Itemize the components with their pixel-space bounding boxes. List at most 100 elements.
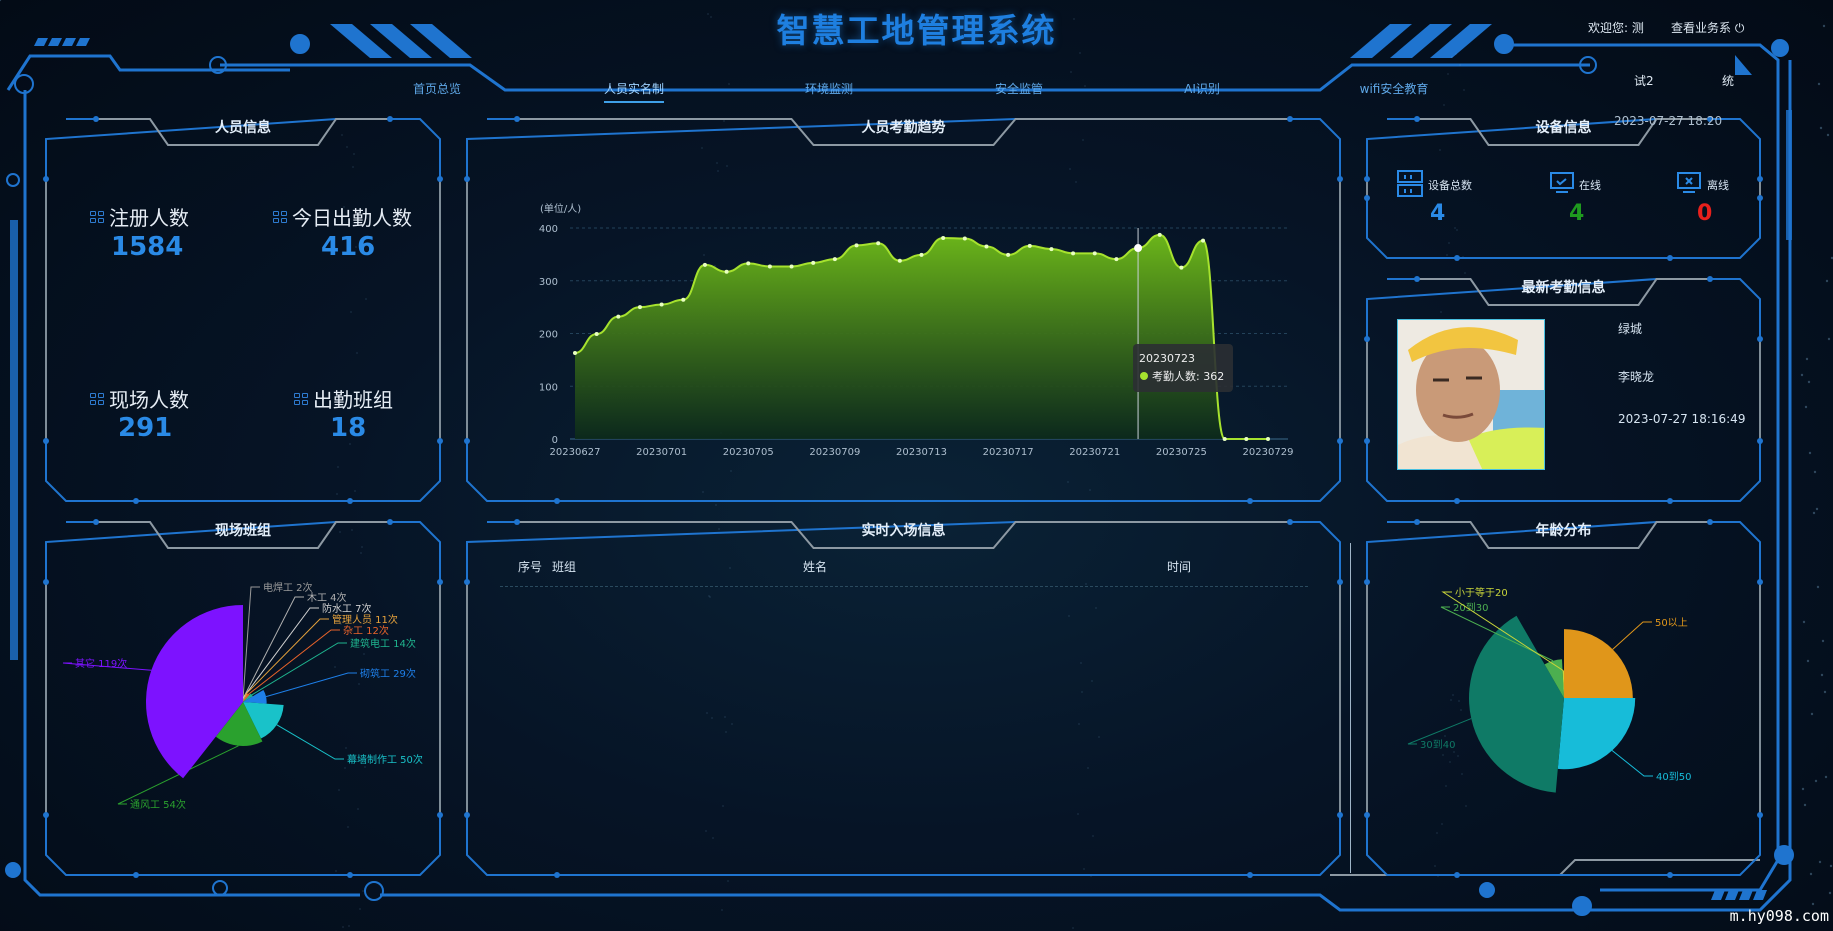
y-tick-label: 100 bbox=[539, 382, 558, 393]
pie-slice[interactable] bbox=[243, 690, 267, 704]
slice-label: 30到40 bbox=[1420, 739, 1455, 751]
data-point[interactable] bbox=[573, 351, 577, 356]
welcome-text: 欢迎您: 测 bbox=[1588, 21, 1644, 35]
label-leader-line bbox=[1440, 606, 1554, 662]
pie-slice[interactable] bbox=[1564, 629, 1633, 698]
data-point[interactable] bbox=[659, 302, 664, 307]
x-tick-label: 20230701 bbox=[636, 447, 687, 458]
extra-label-left: 试2 bbox=[1634, 74, 1654, 88]
stat-registered-value: 1584 bbox=[111, 232, 184, 262]
business-system-link[interactable]: 查看业务系 ⏻ bbox=[1671, 19, 1744, 36]
data-point[interactable] bbox=[984, 244, 989, 249]
data-point[interactable] bbox=[897, 258, 902, 263]
highlight-point bbox=[1134, 244, 1143, 253]
panel-title: 人员信息 bbox=[215, 120, 271, 136]
pie-slice[interactable] bbox=[243, 702, 284, 739]
data-point[interactable] bbox=[1157, 232, 1162, 237]
label-leader-line bbox=[246, 618, 329, 695]
data-point[interactable] bbox=[1244, 437, 1249, 441]
age-distribution-panel: 年龄分布 bbox=[1364, 519, 1763, 878]
data-point[interactable] bbox=[724, 269, 729, 274]
data-point[interactable] bbox=[767, 264, 772, 269]
data-point[interactable] bbox=[811, 260, 816, 265]
data-point[interactable] bbox=[1222, 437, 1227, 441]
pie-slice[interactable] bbox=[1557, 698, 1636, 770]
pie-slice[interactable] bbox=[215, 702, 263, 747]
x-tick-label: 20230705 bbox=[723, 447, 774, 458]
label-leader-line bbox=[1441, 591, 1564, 672]
nav-tab-2[interactable]: 环境监测 bbox=[804, 82, 854, 96]
device-offline-value: 0 bbox=[1697, 201, 1713, 226]
stat-teams-value: 18 bbox=[330, 413, 367, 443]
data-point[interactable] bbox=[854, 243, 859, 248]
data-point[interactable] bbox=[1071, 251, 1076, 256]
data-point[interactable] bbox=[962, 236, 967, 241]
data-point[interactable] bbox=[941, 236, 946, 241]
data-point[interactable] bbox=[637, 305, 642, 310]
data-point[interactable] bbox=[919, 252, 924, 257]
data-point[interactable] bbox=[1049, 247, 1054, 252]
x-tick-label: 20230721 bbox=[1069, 447, 1120, 458]
label-leader-line bbox=[265, 672, 357, 698]
panel-frame bbox=[464, 116, 1343, 504]
data-point[interactable] bbox=[702, 262, 707, 267]
pie-slice[interactable] bbox=[1544, 659, 1564, 698]
y-axis-unit-label: (单位/人) bbox=[540, 202, 581, 215]
monitor-x-icon bbox=[1677, 172, 1701, 193]
device-total-label: 设备总数 bbox=[1428, 179, 1472, 192]
slice-label: 木工 4次 bbox=[307, 591, 347, 604]
data-point[interactable] bbox=[681, 297, 686, 302]
nav-tab-3[interactable]: 安全监管 bbox=[994, 82, 1044, 96]
business-system-label: 查看业务系 bbox=[1671, 21, 1732, 35]
pie-slice[interactable] bbox=[243, 693, 248, 702]
data-point[interactable] bbox=[1006, 252, 1011, 257]
area-fill bbox=[575, 234, 1268, 439]
latest-name: 李晓龙 bbox=[1618, 370, 1655, 384]
data-point[interactable] bbox=[789, 264, 794, 269]
x-tick-label: 20230717 bbox=[983, 447, 1034, 458]
site-team-panel: 现场班组 bbox=[43, 519, 443, 878]
data-point[interactable] bbox=[594, 332, 599, 337]
page-title: 智慧工地管理系统 bbox=[776, 11, 1057, 50]
pie-slice[interactable] bbox=[1469, 615, 1564, 793]
nav-tab-1[interactable]: 人员实名制 bbox=[603, 80, 665, 103]
slice-label: 管理人员 11次 bbox=[332, 613, 398, 626]
y-tick-label: 300 bbox=[539, 277, 558, 288]
pie-slice[interactable] bbox=[1562, 670, 1564, 698]
label-leader-line bbox=[62, 662, 152, 671]
slice-label: 其它 119次 bbox=[75, 657, 127, 670]
label-leader-line bbox=[1611, 750, 1653, 777]
data-point[interactable] bbox=[1092, 251, 1097, 256]
data-point[interactable] bbox=[1266, 437, 1270, 441]
data-point[interactable] bbox=[746, 261, 751, 266]
panel-title: 人员考勤趋势 bbox=[861, 120, 946, 136]
nav-tab-0[interactable]: 首页总览 bbox=[412, 82, 462, 96]
pie-slice[interactable] bbox=[243, 696, 245, 702]
slice-label: 幕墙制作工 50次 bbox=[347, 753, 423, 766]
pie-slice[interactable] bbox=[243, 693, 253, 702]
column-header-index: 序号 bbox=[518, 560, 543, 574]
tooltip-value: 考勤人数: 362 bbox=[1152, 370, 1224, 383]
data-point[interactable] bbox=[1201, 238, 1206, 243]
stat-today-attendance-label: 今日出勤人数 bbox=[273, 202, 412, 231]
data-point[interactable] bbox=[1179, 265, 1184, 270]
data-point[interactable] bbox=[1027, 243, 1032, 248]
panel-frame bbox=[1364, 519, 1763, 878]
nav-tab-4[interactable]: AI识别 bbox=[1184, 82, 1220, 96]
data-point[interactable] bbox=[876, 241, 881, 246]
slice-label: 通风工 54次 bbox=[130, 798, 186, 811]
table-scrollbar[interactable] bbox=[1350, 543, 1351, 873]
label-leader-line bbox=[248, 629, 340, 695]
device-offline-label: 离线 bbox=[1707, 179, 1729, 192]
pie-slice[interactable] bbox=[145, 605, 243, 779]
nav-tab-5[interactable]: wifi安全教育 bbox=[1359, 82, 1429, 96]
pie-slice[interactable] bbox=[243, 693, 250, 702]
data-point[interactable] bbox=[616, 314, 621, 319]
data-point[interactable] bbox=[832, 257, 837, 262]
column-header-name: 姓名 bbox=[803, 560, 828, 574]
data-point[interactable] bbox=[1114, 257, 1119, 262]
x-tick-label: 20230627 bbox=[550, 447, 601, 458]
grid-icon bbox=[294, 392, 308, 405]
device-datetime: 2023-07-27 18:20 bbox=[1614, 114, 1723, 128]
